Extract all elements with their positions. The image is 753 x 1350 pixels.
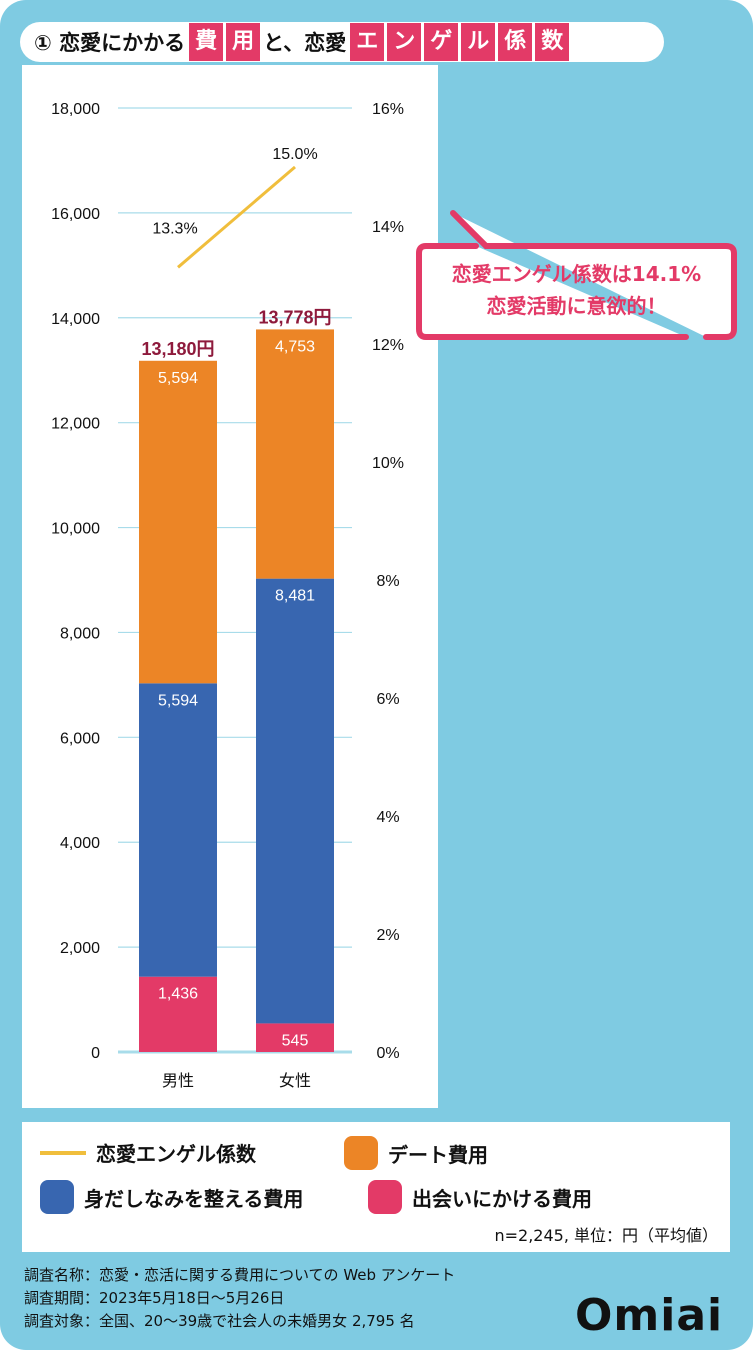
omiai-logo: Omiai: [575, 1290, 724, 1341]
y-tick-label: 2,000: [60, 940, 100, 957]
title-prefix: ① 恋愛にかかる: [34, 31, 186, 55]
line-value-label: 15.0%: [272, 146, 317, 163]
legend-label: 身だしなみを整える費用: [84, 1186, 304, 1211]
y-tick-label: 0: [91, 1045, 100, 1062]
swatch: [344, 1136, 378, 1170]
engel-line: [177, 165, 296, 269]
bar-value-label: 8,481: [275, 588, 315, 605]
bar-value-label: 5,594: [158, 692, 198, 709]
bar-total-label: 13,180円: [141, 339, 214, 359]
title-box: エ: [350, 23, 385, 61]
sample-note: n=2,245, 単位：円（平均値）: [494, 1226, 718, 1245]
bar-value-label: 4,753: [275, 338, 315, 355]
y2-tick-label: 16%: [372, 101, 404, 118]
legend-label: デート費用: [388, 1142, 488, 1167]
y2-tick-label: 10%: [372, 455, 404, 472]
bar-segment: [139, 976, 217, 1052]
swatch: [40, 1180, 74, 1214]
y-tick-label: 10,000: [51, 521, 100, 538]
swatch: [368, 1180, 402, 1214]
bar-total-label: 13,778円: [258, 307, 331, 327]
legend-item-engel: 恋愛エンゲル係数: [40, 1138, 256, 1167]
y2-tick-label: 2%: [376, 927, 399, 944]
y2-tick-label: 6%: [376, 691, 399, 708]
y2-tick-label: 12%: [372, 337, 404, 354]
y-tick-label: 8,000: [60, 625, 100, 642]
bar-value-label: 545: [282, 1032, 309, 1049]
y2-tick-label: 4%: [376, 809, 399, 826]
legend-item-grooming: 身だしなみを整える費用: [40, 1180, 303, 1214]
callout-text: 恋愛エンゲル係数は14.1% 恋愛活動に意欲的！: [416, 258, 737, 322]
bar-segment: [256, 329, 334, 579]
title-box: ゲ: [424, 23, 459, 61]
y-tick-label: 6,000: [60, 730, 100, 747]
y2-tick-label: 8%: [376, 573, 399, 590]
title-box: 費: [189, 23, 224, 61]
bar-segment: [256, 1023, 334, 1052]
title-box: 数: [535, 23, 570, 61]
title-box: 係: [498, 23, 533, 61]
y2-tick-label: 14%: [372, 219, 404, 236]
title-box: 用: [226, 23, 261, 61]
survey-target: 調査対象：全国、20～39歳で社会人の未婚男女 2,795 名: [24, 1312, 415, 1330]
callout-line2: 恋愛活動に意欲的！: [486, 294, 667, 318]
x-tick-label: 女性: [279, 1071, 311, 1090]
bar-segment: [256, 578, 334, 1024]
y-tick-label: 16,000: [51, 206, 100, 223]
y-tick-label: 14,000: [51, 311, 100, 328]
legend: 恋愛エンゲル係数 デート費用 身だしなみを整える費用 出会いにかける費用 n=2…: [22, 1122, 730, 1252]
line-swatch: [40, 1150, 86, 1155]
y-tick-label: 18,000: [51, 101, 100, 118]
survey-info: 調査名称：恋愛・恋活に関する費用についての Web アンケート 調査期間：202…: [24, 1264, 455, 1333]
survey-name: 調査名称：恋愛・恋活に関する費用についての Web アンケート: [24, 1266, 456, 1284]
legend-item-date: デート費用: [344, 1136, 488, 1170]
title-box: ル: [461, 23, 496, 61]
page-title: ① 恋愛にかかる 費 用 と、恋愛 エ ン ゲ ル 係 数: [20, 22, 664, 62]
y-tick-label: 4,000: [60, 835, 100, 852]
legend-label: 出会いにかける費用: [412, 1186, 592, 1211]
bar-value-label: 5,594: [158, 370, 198, 387]
callout-line1: 恋愛エンゲル係数は14.1%: [451, 262, 702, 286]
chart-panel: [22, 65, 438, 1108]
bar-segment: [139, 683, 217, 977]
y-tick-label: 12,000: [51, 416, 100, 433]
legend-item-meeting: 出会いにかける費用: [368, 1180, 592, 1214]
line-value-label: 13.3%: [152, 220, 197, 237]
x-tick-label: 男性: [162, 1071, 194, 1090]
bar-segment: [139, 360, 217, 684]
legend-label: 恋愛エンゲル係数: [96, 1142, 256, 1166]
title-box: ン: [387, 23, 422, 61]
title-middle: と、恋愛: [263, 31, 347, 55]
callout-bubble: [416, 210, 737, 340]
survey-period: 調査期間：2023年5月18日～5月26日: [24, 1289, 285, 1307]
y2-tick-label: 0%: [376, 1045, 399, 1062]
bar-value-label: 1,436: [158, 986, 198, 1003]
